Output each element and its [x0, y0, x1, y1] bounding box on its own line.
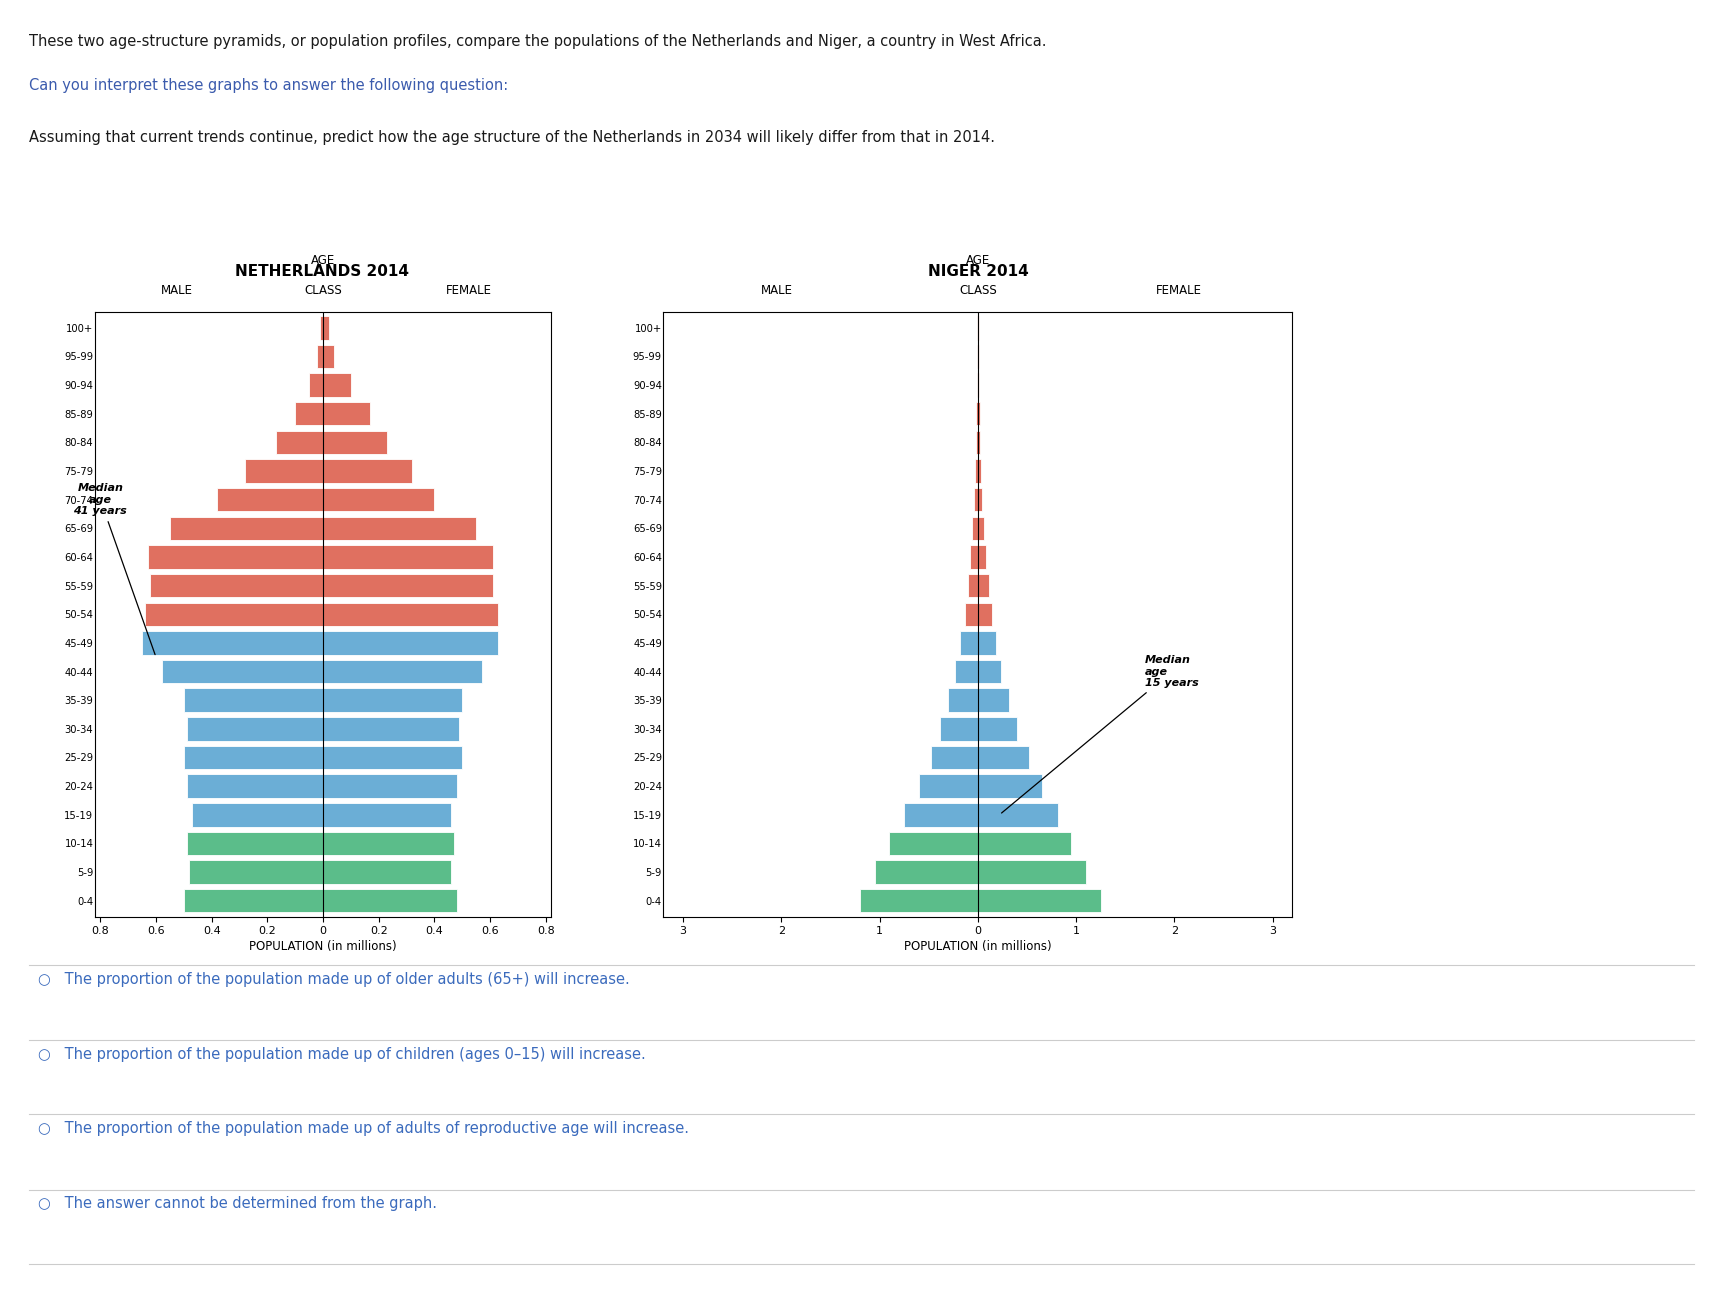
Bar: [324, 660, 482, 684]
Text: ○   The proportion of the population made up of adults of reproductive age will : ○ The proportion of the population made …: [38, 1121, 689, 1136]
Bar: [979, 516, 984, 540]
Bar: [324, 689, 462, 712]
Bar: [324, 516, 476, 540]
Bar: [186, 718, 324, 741]
Bar: [979, 689, 1010, 712]
Bar: [324, 373, 351, 396]
Bar: [979, 602, 991, 627]
Bar: [941, 718, 979, 741]
Bar: [324, 488, 434, 511]
Bar: [324, 746, 462, 770]
Bar: [979, 573, 989, 597]
Bar: [217, 488, 324, 511]
Bar: [979, 660, 1001, 684]
Bar: [186, 832, 324, 855]
Bar: [193, 803, 324, 827]
Bar: [324, 545, 493, 568]
Bar: [972, 516, 979, 540]
Text: Assuming that current trends continue, predict how the age structure of the Neth: Assuming that current trends continue, p…: [29, 130, 996, 146]
Text: AGE: AGE: [965, 254, 991, 266]
Bar: [141, 632, 324, 655]
Bar: [965, 602, 979, 627]
Bar: [979, 545, 986, 568]
Bar: [324, 718, 460, 741]
Bar: [324, 430, 388, 454]
Bar: [975, 430, 979, 454]
X-axis label: POPULATION (in millions): POPULATION (in millions): [905, 940, 1051, 953]
Bar: [324, 832, 453, 855]
Bar: [979, 832, 1072, 855]
Bar: [324, 602, 498, 627]
Bar: [308, 373, 324, 396]
Bar: [317, 344, 324, 368]
Bar: [162, 660, 324, 684]
Bar: [324, 402, 370, 425]
Text: NIGER 2014: NIGER 2014: [929, 264, 1029, 280]
Text: AGE: AGE: [310, 254, 336, 266]
Bar: [150, 573, 324, 597]
Text: MALE: MALE: [760, 283, 793, 296]
Bar: [979, 718, 1017, 741]
Bar: [968, 573, 979, 597]
Bar: [979, 775, 1042, 798]
Bar: [324, 316, 329, 339]
Bar: [973, 488, 979, 511]
Bar: [324, 632, 498, 655]
Bar: [276, 430, 324, 454]
Bar: [979, 746, 1029, 770]
Bar: [875, 861, 979, 884]
Text: NETHERLANDS 2014: NETHERLANDS 2014: [236, 264, 408, 280]
Bar: [979, 459, 980, 482]
Text: ○   The proportion of the population made up of children (ages 0–15) will increa: ○ The proportion of the population made …: [38, 1046, 646, 1062]
Bar: [184, 689, 324, 712]
Bar: [889, 832, 979, 855]
Bar: [955, 660, 979, 684]
Bar: [979, 632, 996, 655]
Bar: [979, 430, 980, 454]
Bar: [245, 459, 324, 482]
Text: MALE: MALE: [160, 283, 193, 296]
Text: Median
age
41 years: Median age 41 years: [74, 484, 155, 655]
Bar: [918, 775, 979, 798]
Bar: [184, 889, 324, 913]
X-axis label: POPULATION (in millions): POPULATION (in millions): [250, 940, 396, 953]
Bar: [145, 602, 324, 627]
Text: CLASS: CLASS: [960, 283, 996, 296]
Bar: [930, 746, 979, 770]
Text: FEMALE: FEMALE: [446, 283, 493, 296]
Text: ○   The answer cannot be determined from the graph.: ○ The answer cannot be determined from t…: [38, 1196, 438, 1212]
Bar: [324, 861, 451, 884]
Bar: [970, 545, 979, 568]
Bar: [190, 861, 324, 884]
Text: Median
age
15 years: Median age 15 years: [1001, 655, 1199, 812]
Bar: [960, 632, 979, 655]
Bar: [860, 889, 979, 913]
Bar: [184, 746, 324, 770]
Bar: [324, 459, 412, 482]
Bar: [979, 803, 1058, 827]
Bar: [324, 889, 457, 913]
Bar: [979, 402, 980, 425]
Bar: [148, 545, 324, 568]
Text: CLASS: CLASS: [305, 283, 341, 296]
Bar: [975, 459, 979, 482]
Bar: [979, 861, 1085, 884]
Bar: [905, 803, 979, 827]
Bar: [948, 689, 979, 712]
Bar: [324, 344, 334, 368]
Bar: [975, 402, 979, 425]
Text: These two age-structure pyramids, or population profiles, compare the population: These two age-structure pyramids, or pop…: [29, 34, 1048, 49]
Bar: [320, 316, 324, 339]
Text: Can you interpret these graphs to answer the following question:: Can you interpret these graphs to answer…: [29, 78, 508, 94]
Bar: [171, 516, 324, 540]
Bar: [979, 889, 1101, 913]
Bar: [186, 775, 324, 798]
Bar: [324, 573, 493, 597]
Text: ○   The proportion of the population made up of older adults (65+) will increase: ○ The proportion of the population made …: [38, 972, 629, 988]
Bar: [324, 803, 451, 827]
Text: FEMALE: FEMALE: [1156, 283, 1203, 296]
Bar: [979, 488, 982, 511]
Bar: [324, 775, 457, 798]
Bar: [295, 402, 324, 425]
